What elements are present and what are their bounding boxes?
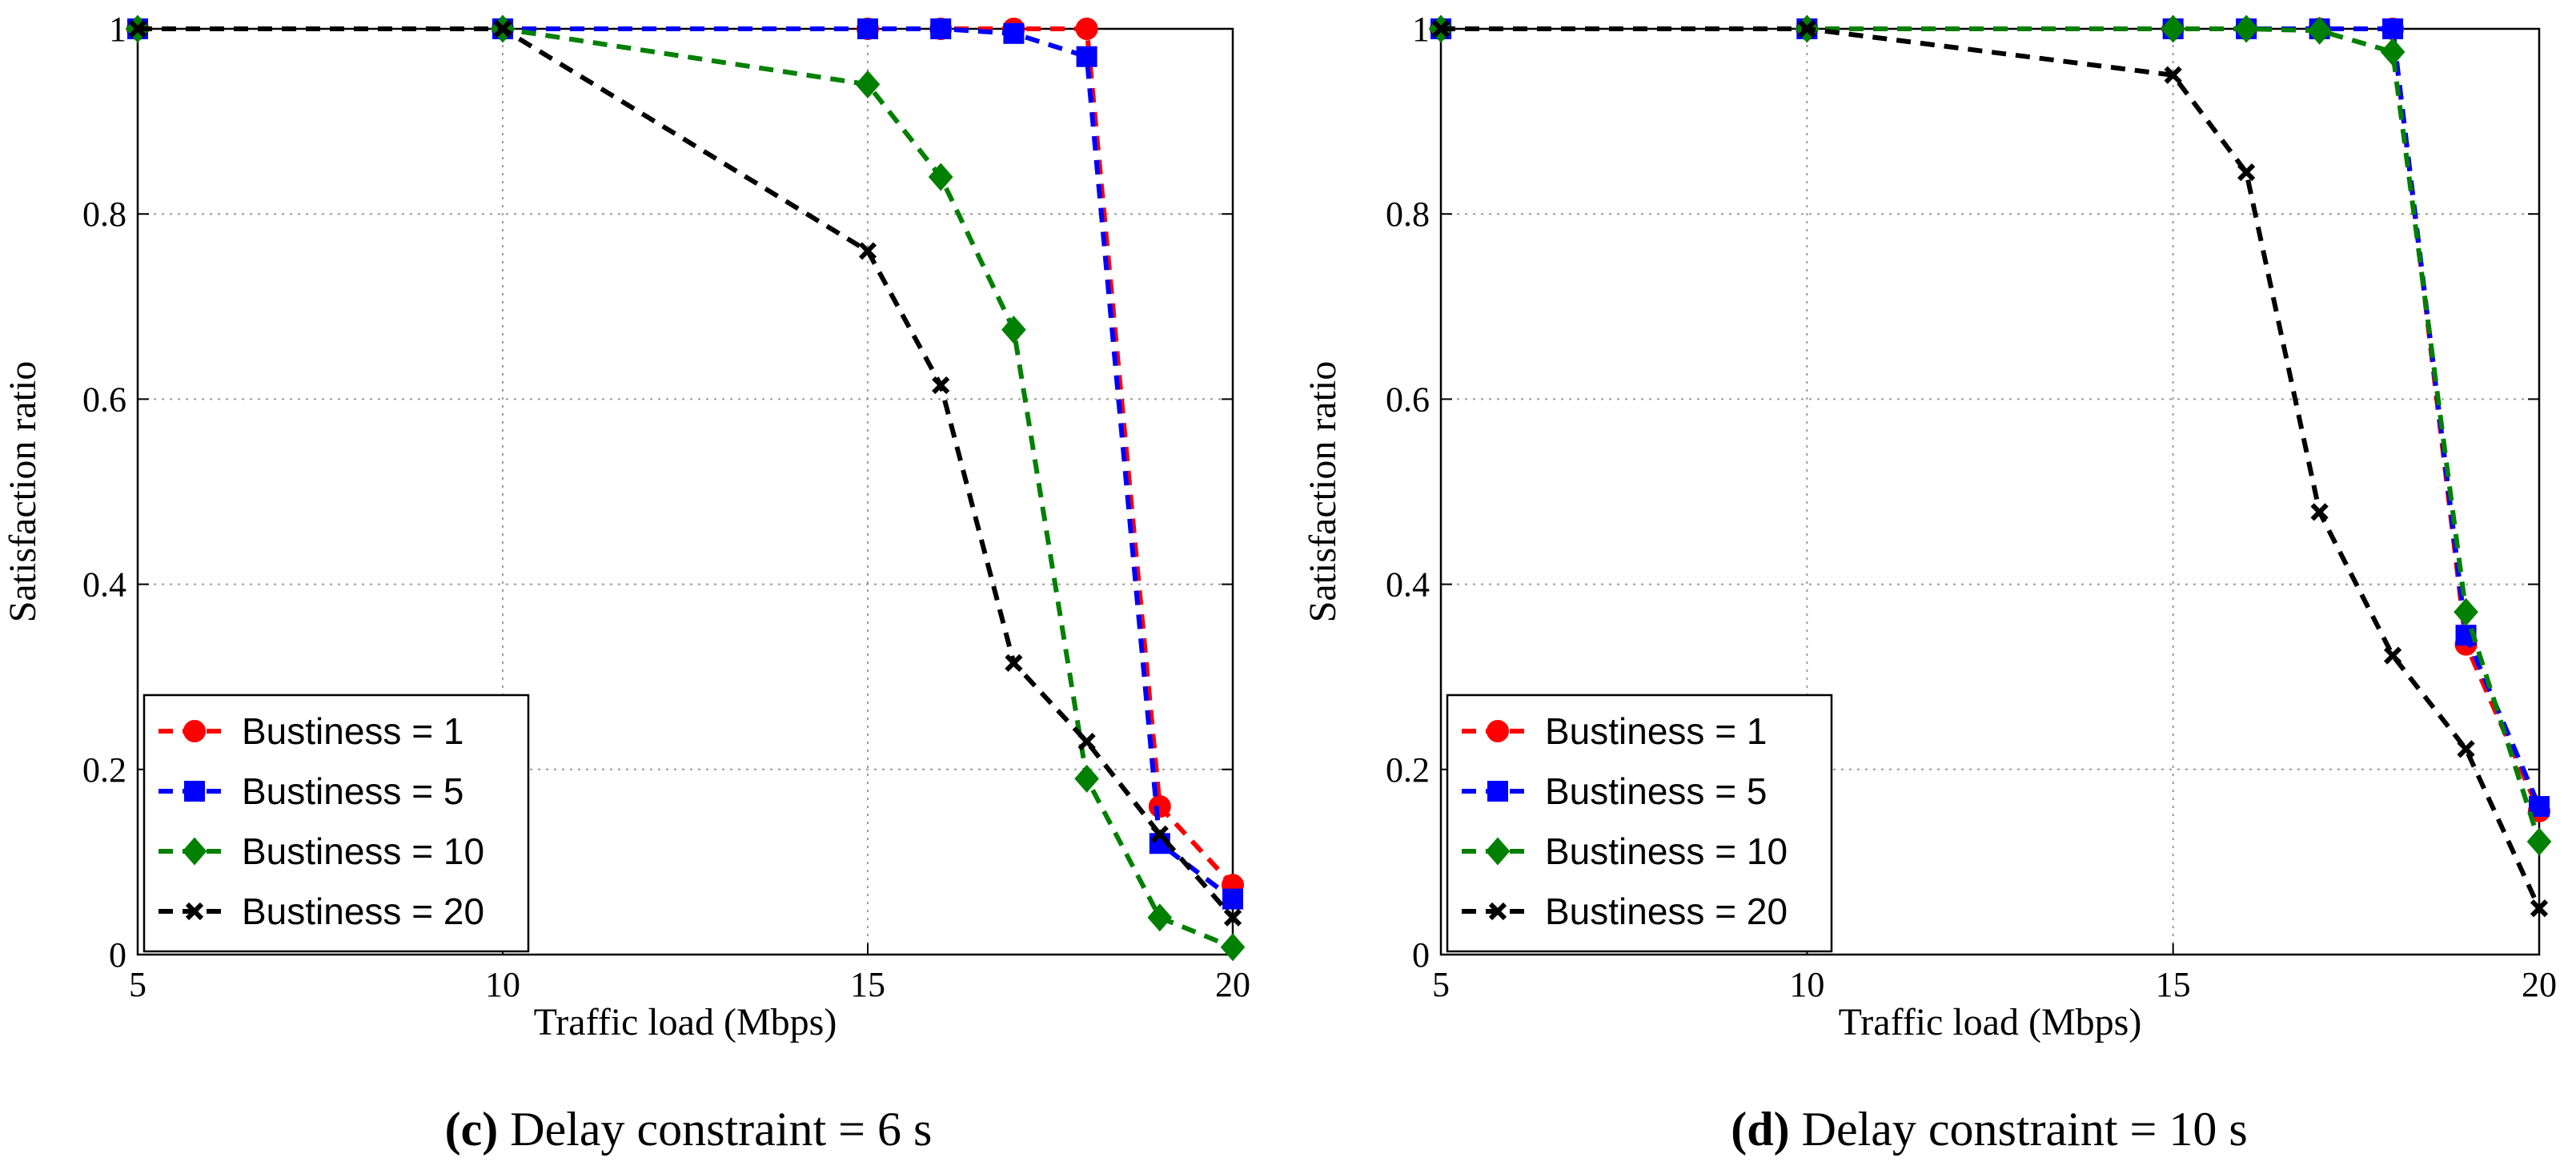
x-tick-label: 10 — [485, 965, 520, 1004]
data-point-series-2 — [2529, 796, 2550, 818]
x-tick-label: 15 — [2156, 965, 2191, 1004]
y-tick-label: 0.6 — [1386, 380, 1430, 419]
series-line-2 — [138, 26, 1234, 902]
legend-marker — [1487, 781, 1508, 802]
data-point-series-3 — [1220, 933, 1246, 962]
data-point-series-4 — [1798, 19, 1816, 38]
chart-panel-c: 5 10 15 20 0 0.2 0.4 0.6 0.8 1 Traffic load (Mbps)… — [2, 10, 1250, 1156]
legend-label: Bustiness = 10 — [1545, 830, 1788, 872]
data-point-series-3 — [2380, 38, 2405, 66]
data-point-series-4 — [2457, 740, 2475, 758]
y-tick-label: 0 — [1412, 935, 1430, 975]
series-line-4 — [138, 26, 1235, 919]
legend-label: Bustiness = 20 — [242, 891, 484, 932]
y-tick-label: 0.4 — [82, 565, 126, 605]
x-tick-label: 20 — [2522, 965, 2557, 1004]
data-point-series-2 — [1003, 22, 1025, 44]
data-point-series-4 — [128, 19, 147, 38]
legend-marker — [1487, 720, 1509, 742]
legend-marker — [185, 902, 204, 921]
y-tick-label: 1 — [1412, 10, 1430, 49]
chart-panel-d: 5 10 15 20 0 0.2 0.4 0.6 0.8 1 Traffic load (Mbps)… — [1302, 10, 2557, 1156]
data-point-series-4 — [2383, 646, 2402, 665]
x-axis-label: Traffic load (Mbps) — [1839, 1001, 2142, 1043]
data-point-series-4 — [1005, 653, 1023, 672]
data-point-series-3 — [1001, 316, 1026, 344]
data-point-series-4 — [1077, 732, 1096, 751]
data-point-series-4 — [858, 242, 877, 260]
data-point-series-3 — [928, 163, 953, 191]
series-line-3 — [138, 26, 1234, 950]
y-axis-label: Satisfaction ratio — [2, 361, 44, 623]
data-point-series-4 — [2164, 66, 2182, 84]
legend-label: Bustiness = 10 — [242, 830, 484, 872]
legend-label: Bustiness = 20 — [1545, 891, 1788, 932]
x-axis-label: Traffic load (Mbps) — [534, 1001, 837, 1043]
data-point-series-2 — [930, 18, 952, 39]
panel-caption: (d) Delay constraint = 10 s — [1731, 1103, 2247, 1156]
legend: Bustiness = 1 Bustiness = 5 Bustiness = 10… — [142, 694, 530, 953]
y-tick-label: 0.8 — [1386, 195, 1430, 234]
y-tick-label: 0.6 — [82, 380, 126, 419]
data-point-series-1 — [1148, 795, 1171, 818]
legend-label: Bustiness = 5 — [1545, 770, 1767, 812]
data-point-series-4 — [2237, 163, 2256, 182]
x-tick-label: 5 — [1432, 965, 1450, 1004]
legend-marker — [182, 837, 207, 866]
data-point-series-3 — [1147, 903, 1173, 932]
data-point-series-3 — [2233, 14, 2259, 43]
legend-label: Bustiness = 5 — [242, 770, 463, 812]
axes-frame — [136, 27, 1234, 956]
legend-label: Bustiness = 1 — [242, 710, 463, 752]
data-point-series-2 — [1222, 888, 1243, 910]
legend-marker — [184, 781, 205, 802]
x-tick-label: 5 — [129, 965, 146, 1004]
data-point-series-4 — [493, 19, 512, 38]
legend-label: Bustiness = 1 — [1545, 710, 1767, 752]
data-point-series-2 — [857, 18, 878, 39]
data-point-series-3 — [855, 70, 881, 99]
y-tick-label: 0 — [109, 935, 126, 975]
legend-marker — [183, 720, 206, 742]
data-point-series-3 — [2454, 597, 2478, 626]
caption-letter: (c) — [445, 1103, 499, 1156]
data-point-series-4 — [2530, 899, 2549, 918]
data-point-series-3 — [2307, 16, 2332, 45]
data-point-series-4 — [2310, 503, 2329, 521]
y-tick-label: 0.8 — [82, 195, 126, 234]
legend-box — [142, 694, 530, 953]
y-tick-label: 0.4 — [1386, 565, 1430, 605]
caption-label: Delay constraint = 10 s — [1790, 1103, 2248, 1156]
data-point-series-3 — [2526, 827, 2552, 856]
data-point-series-4 — [1431, 19, 1451, 38]
data-point-series-1 — [1075, 18, 1098, 40]
axes-frame — [1439, 27, 2541, 956]
y-axis-label: Satisfaction ratio — [1302, 361, 1344, 623]
data-point-series-4 — [1223, 908, 1242, 927]
y-tick-label: 1 — [109, 10, 126, 49]
x-tick-label: 10 — [1789, 965, 1824, 1004]
legend: Bustiness = 1 Bustiness = 5 Bustiness = 10… — [1446, 694, 1833, 953]
data-point-series-2 — [2382, 18, 2404, 39]
data-point-series-3 — [1074, 764, 1099, 793]
legend-marker — [1488, 902, 1507, 921]
caption-letter: (d) — [1731, 1103, 1789, 1156]
y-tick-label: 0.2 — [82, 750, 126, 790]
data-point-series-4 — [1150, 825, 1169, 843]
legend-marker — [1485, 837, 1511, 866]
x-tick-label: 15 — [850, 965, 885, 1004]
legend-box — [1446, 694, 1833, 953]
x-tick-label: 20 — [1215, 965, 1250, 1004]
data-point-series-2 — [1076, 46, 1097, 67]
y-tick-label: 0.2 — [1386, 750, 1430, 790]
caption-label: Delay constraint = 6 s — [498, 1103, 932, 1156]
data-point-series-3 — [2161, 14, 2185, 43]
data-point-series-4 — [932, 376, 950, 395]
panel-caption: (c) Delay constraint = 6 s — [445, 1103, 933, 1156]
series-line-3 — [1441, 26, 2542, 842]
